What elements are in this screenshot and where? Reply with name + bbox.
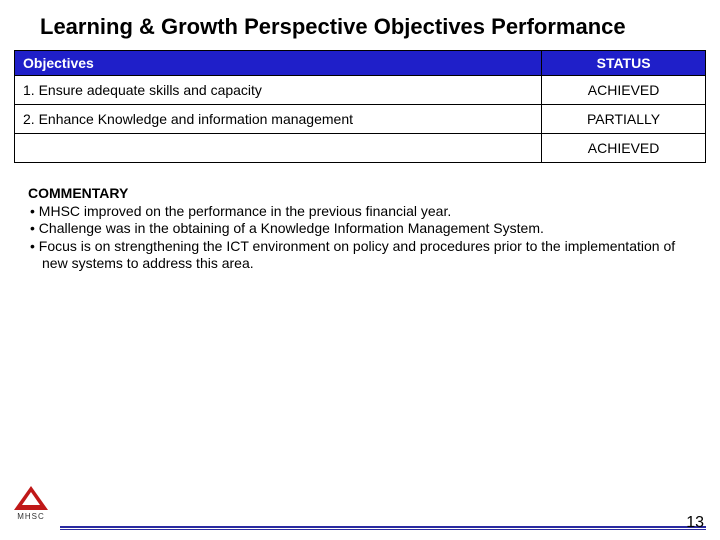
page-number: 13 — [686, 514, 704, 532]
slide-page: Learning & Growth Perspective Objectives… — [0, 0, 720, 540]
objective-cell: 1. Ensure adequate skills and capacity — [15, 76, 542, 105]
header-objectives: Objectives — [15, 51, 542, 76]
logo-triangle-icon — [14, 486, 48, 510]
commentary-item: Focus is on strengthening the ICT enviro… — [42, 238, 694, 273]
logo: MHSC — [12, 486, 50, 524]
page-title: Learning & Growth Perspective Objectives… — [0, 0, 720, 50]
table-header-row: Objectives STATUS — [15, 51, 706, 76]
footer-rule-inner — [60, 529, 706, 530]
commentary-item: MHSC improved on the performance in the … — [42, 203, 694, 221]
objective-cell-empty — [15, 134, 542, 163]
footer: 13 MHSC — [0, 526, 720, 530]
objective-cell: 2. Enhance Knowledge and information man… — [15, 105, 542, 134]
status-cell: ACHIEVED — [542, 134, 706, 163]
commentary-heading: COMMENTARY — [28, 185, 694, 203]
table-row: 1. Ensure adequate skills and capacity A… — [15, 76, 706, 105]
header-status: STATUS — [542, 51, 706, 76]
commentary-block: COMMENTARY MHSC improved on the performa… — [0, 163, 720, 273]
status-cell: PARTIALLY — [542, 105, 706, 134]
footer-rule — [60, 526, 706, 528]
table-row: 2. Enhance Knowledge and information man… — [15, 105, 706, 134]
objectives-table: Objectives STATUS 1. Ensure adequate ski… — [14, 50, 706, 163]
commentary-item: Challenge was in the obtaining of a Know… — [42, 220, 694, 238]
table-row-continuation: ACHIEVED — [15, 134, 706, 163]
commentary-list: MHSC improved on the performance in the … — [28, 203, 694, 273]
status-cell: ACHIEVED — [542, 76, 706, 105]
logo-text: MHSC — [12, 512, 50, 521]
